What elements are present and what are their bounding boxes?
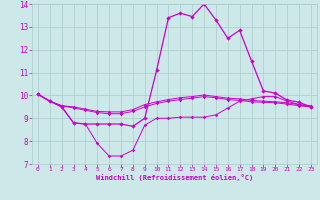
X-axis label: Windchill (Refroidissement éolien,°C): Windchill (Refroidissement éolien,°C) xyxy=(96,174,253,181)
